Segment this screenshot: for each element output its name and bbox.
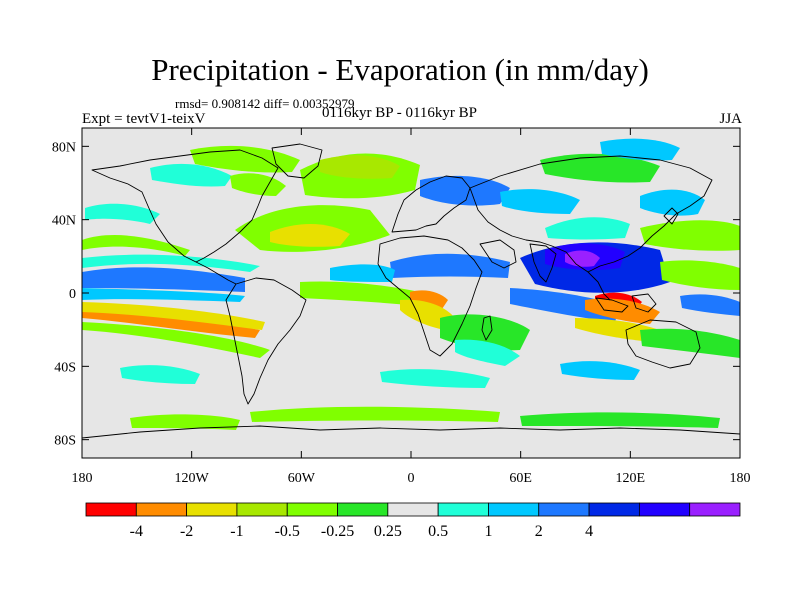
lon-tick-label: 120E: [616, 471, 646, 486]
field-patch: [82, 235, 190, 256]
coast-asia: [469, 155, 713, 273]
colorbar-swatch: [85, 502, 137, 517]
coast-japan: [663, 207, 679, 225]
colorbar-swatch: [638, 502, 691, 517]
colorbar-swatch: [236, 502, 288, 517]
field-patch: [380, 369, 490, 388]
field-layer: [82, 138, 740, 430]
colorbar-label: -4: [130, 523, 143, 540]
colorbar-swatch: [337, 502, 389, 517]
colorbar-swatch: [387, 502, 439, 517]
lat-tick-label: 80S: [54, 434, 76, 449]
field-patch: [600, 138, 680, 161]
period-text: 0116kyr BP - 0116kyr BP: [322, 105, 478, 121]
field-patch: [85, 203, 160, 224]
field-patch: [560, 361, 640, 380]
colorbar-label: -1: [230, 523, 243, 540]
colorbar-label: -0.25: [321, 523, 354, 540]
lat-tick-label: 0: [69, 287, 76, 302]
field-patch: [82, 302, 265, 330]
field-patch: [455, 339, 520, 366]
field-patch: [150, 163, 232, 187]
field-patch: [390, 253, 510, 278]
colorbar-label: 0.25: [374, 523, 402, 540]
lon-tick-label: 0: [408, 471, 415, 486]
coast-indonesia-1: [595, 297, 629, 313]
colorbar-label: -2: [180, 523, 193, 540]
field-patch: [565, 250, 600, 267]
field-patch: [540, 153, 660, 183]
field-patch: [190, 145, 300, 173]
field-patch: [82, 267, 245, 292]
field-patch: [130, 414, 240, 430]
field-patch: [545, 217, 630, 240]
coast-arabia: [479, 239, 517, 269]
colorbar-swatch: [437, 502, 489, 517]
colorbar-label: 2: [535, 523, 543, 540]
experiment-text: Expt = tevtV1-teixV: [82, 111, 206, 127]
stats-text: rmsd= 0.908142 diff= 0.00352979: [175, 96, 355, 111]
field-patch: [510, 288, 620, 322]
coast-greenland: [271, 143, 323, 179]
coast-southeast-asia: [587, 271, 611, 301]
field-patch: [330, 264, 395, 282]
field-patch: [270, 223, 350, 247]
field-patch: [320, 155, 400, 179]
lon-tick-label: 120W: [175, 471, 210, 486]
colorbar-swatch: [286, 502, 338, 517]
lon-tick-label: 180: [730, 471, 751, 486]
coast-indonesia-2: [631, 293, 657, 313]
coastline-layer: [82, 143, 740, 439]
lon-tick-label: 60E: [509, 471, 532, 486]
colorbar-label: 1: [484, 523, 492, 540]
field-patch: [120, 365, 200, 384]
field-patch: [640, 189, 705, 216]
field-patch: [520, 412, 720, 428]
field-patch: [250, 406, 500, 422]
colorbar-swatch: [488, 502, 540, 517]
colorbar-swatch: [538, 502, 590, 517]
field-patch: [82, 310, 260, 338]
lon-tick-label: 180: [72, 471, 93, 486]
lat-tick-label: 80N: [52, 140, 76, 155]
field-patch: [640, 220, 740, 251]
lon-tick-label: 60W: [288, 471, 316, 486]
coast-india: [529, 243, 557, 283]
coast-north-america: [91, 149, 279, 263]
map-title: Precipitation - Evaporation (in mm/day): [151, 52, 649, 87]
colorbar-label: 0.5: [428, 523, 448, 540]
field-patch: [300, 281, 420, 306]
lat-tick-label: 40S: [54, 360, 76, 375]
field-patch: [500, 189, 580, 214]
axis-ticks: 80N 40N 0 40S 80S 180 120W 60W 0 60E 120E 180: [52, 128, 751, 486]
colorbar-label: -0.5: [275, 523, 300, 540]
coast-central-america: [195, 261, 237, 285]
coast-australia: [625, 319, 701, 369]
season-text: JJA: [719, 111, 742, 127]
colorbar-swatch: [588, 502, 640, 517]
colorbar-swatch: [689, 502, 741, 517]
field-patch: [82, 288, 245, 302]
field-patch: [82, 254, 260, 272]
field-patch: [640, 328, 740, 358]
field-patch: [82, 322, 270, 358]
field-patch: [660, 260, 740, 290]
coast-south-america: [225, 277, 307, 405]
field-patch: [680, 294, 740, 316]
colorbar-swatch: [135, 502, 188, 517]
colorbar-label: 4: [585, 523, 593, 540]
lat-tick-label: 40N: [52, 214, 76, 229]
coast-madagascar: [481, 315, 493, 341]
colorbar-swatch: [186, 502, 238, 517]
coast-africa: [377, 235, 483, 357]
field-patch: [420, 175, 510, 206]
coast-antarctica: [82, 425, 740, 439]
